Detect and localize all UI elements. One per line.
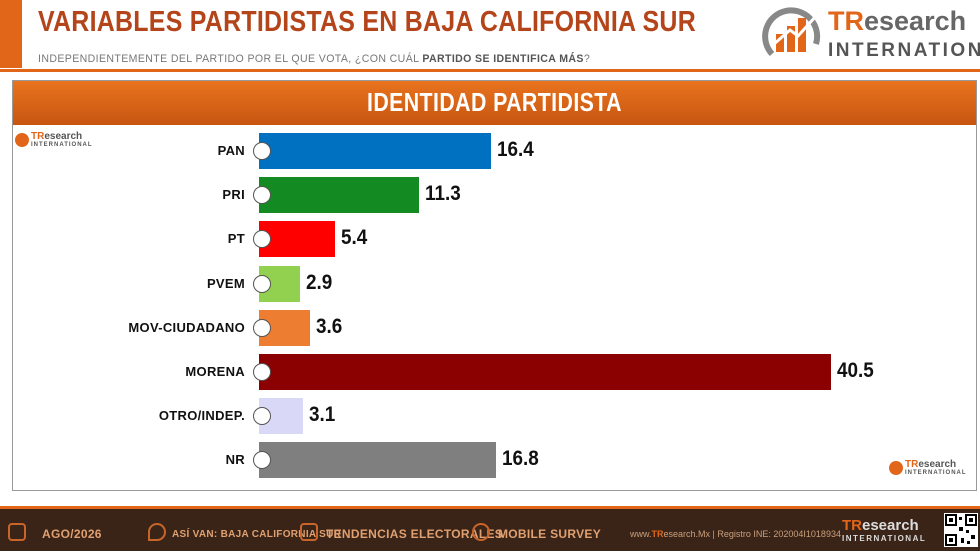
- footer-website: www.TResearch.Mx | Registro INE: 202004I…: [630, 529, 841, 539]
- category-label-mov-ciudadano: MOV-CIUDADANO: [128, 319, 245, 335]
- logo-research: esearch: [864, 6, 967, 36]
- logo-international: INTERNATIONAL: [828, 40, 980, 61]
- footer-logo-tr: TR: [842, 517, 862, 534]
- value-label-pan: 16.4: [496, 138, 534, 161]
- value-label-pt: 5.4: [341, 226, 368, 250]
- footer-asi-van: ASÍ VAN: BAJA CALIFORNIA SUR: [172, 529, 342, 540]
- footer-mobile-survey: MOBILE SURVEY: [498, 527, 602, 541]
- page-subtitle: INDEPENDIENTEMENTE DEL PARTIDO POR EL QU…: [38, 53, 590, 65]
- footer-divider: [0, 506, 980, 510]
- footer-logo-international: INTERNATIONAL: [842, 534, 927, 543]
- web-suffix: esearch.Mx | Registro INE: 202004I101893…: [663, 529, 841, 539]
- bar-morena: [259, 354, 831, 390]
- value-label-pvem: 2.9: [305, 270, 333, 294]
- party-logo-icon-pt: [253, 230, 271, 249]
- value-label-mov-ciudadano: 3.6: [315, 314, 343, 338]
- value-label-pri: 11.3: [424, 182, 461, 206]
- watermark-international-bottom: INTERNATIONAL: [905, 470, 967, 476]
- chart-watermark-logo-top: TResearch INTERNATIONAL: [15, 131, 93, 148]
- chart-watermark-logo-bottom: TResearch INTERNATIONAL: [889, 459, 967, 476]
- qr-code: [944, 513, 978, 547]
- bar-nr: [259, 442, 497, 479]
- logo-wordmark: TResearch: [828, 6, 966, 37]
- footer-bar: AGO/2026 ASÍ VAN: BAJA CALIFORNIA SUR TE…: [0, 509, 980, 551]
- subtitle-end: ?: [583, 53, 591, 65]
- party-logo-icon-pri: [253, 186, 271, 205]
- footer-tendencias: TENDENCIAS ELECTORALES: [326, 527, 504, 541]
- footer-logo: TResearch INTERNATIONAL: [842, 517, 926, 543]
- watermark-research: esearch: [44, 131, 83, 142]
- tresearch-logo-icon: [762, 7, 821, 57]
- chart-watermark-tr-bottom: TResearch: [905, 459, 967, 470]
- party-logo-icon-pan: [253, 142, 271, 160]
- watermark-international: INTERNATIONAL: [31, 142, 93, 148]
- chat-bubble-icon: [472, 523, 490, 541]
- chart-title-banner: IDENTIDAD PARTIDISTA: [13, 81, 976, 125]
- chart-title: IDENTIDAD PARTIDISTA: [13, 87, 976, 118]
- footer-date: AGO/2026: [42, 527, 102, 541]
- web-tr: TR: [651, 529, 664, 539]
- chart-watermark-badge-top: [15, 133, 29, 147]
- header-accent-stripe: [0, 0, 22, 68]
- value-label-otro-indep: 3.1: [308, 403, 336, 427]
- bar-pt: [259, 221, 336, 258]
- calendar-icon: [8, 523, 26, 541]
- tresearch-logo: TResearch INTERNATIONAL: [762, 4, 980, 66]
- party-logo-icon-pvem: [253, 274, 271, 293]
- chart-title-text: IDENTIDAD PARTIDISTA: [367, 87, 622, 117]
- qr-code-graphic: [945, 514, 977, 546]
- category-label-pri: PRI: [222, 187, 245, 203]
- chart-watermark-badge-bottom: [889, 461, 903, 475]
- watermark-research-bottom: esearch: [918, 459, 957, 470]
- map-pin-icon: [148, 523, 166, 541]
- footer-logo-research: esearch: [862, 517, 919, 534]
- party-logo-icon-nr: [253, 451, 271, 470]
- chart-watermark-tr: TResearch: [31, 131, 93, 142]
- footer-logo-wordmark: TResearch: [842, 517, 926, 534]
- party-logo-icon-mov-ciudadano: [253, 318, 271, 337]
- page-title: VARIABLES PARTIDISTAS EN BAJA CALIFORNIA…: [38, 6, 696, 38]
- chart-frame: IDENTIDAD PARTIDISTA TResearch INTERNATI…: [12, 80, 977, 491]
- party-logo-icon-morena: [253, 363, 271, 381]
- value-label-morena: 40.5: [837, 359, 874, 382]
- subtitle-text: INDEPENDIENTEMENTE DEL PARTIDO POR EL QU…: [38, 53, 423, 65]
- category-label-otro-indep: OTRO/INDEP.: [158, 408, 245, 424]
- category-label-morena: MORENA: [185, 364, 245, 379]
- bar-pri: [259, 177, 419, 214]
- category-label-pt: PT: [227, 231, 245, 247]
- value-label-nr: 16.8: [502, 447, 540, 471]
- header-divider: [0, 69, 980, 72]
- party-logo-icon-otro-indep: [253, 407, 271, 426]
- web-prefix: www.: [630, 529, 652, 539]
- watermark-tr: TR: [31, 131, 45, 142]
- category-label-nr: NR: [225, 452, 245, 468]
- category-label-pan: PAN: [217, 143, 245, 158]
- bar-pan: [259, 133, 491, 169]
- document-icon: [300, 523, 318, 541]
- category-label-pvem: PVEM: [206, 275, 245, 291]
- watermark-tr-bottom: TR: [905, 459, 919, 470]
- subtitle-emphasis: PARTIDO SE IDENTIFICA MÁS: [422, 53, 584, 65]
- logo-tr: TR: [828, 6, 864, 36]
